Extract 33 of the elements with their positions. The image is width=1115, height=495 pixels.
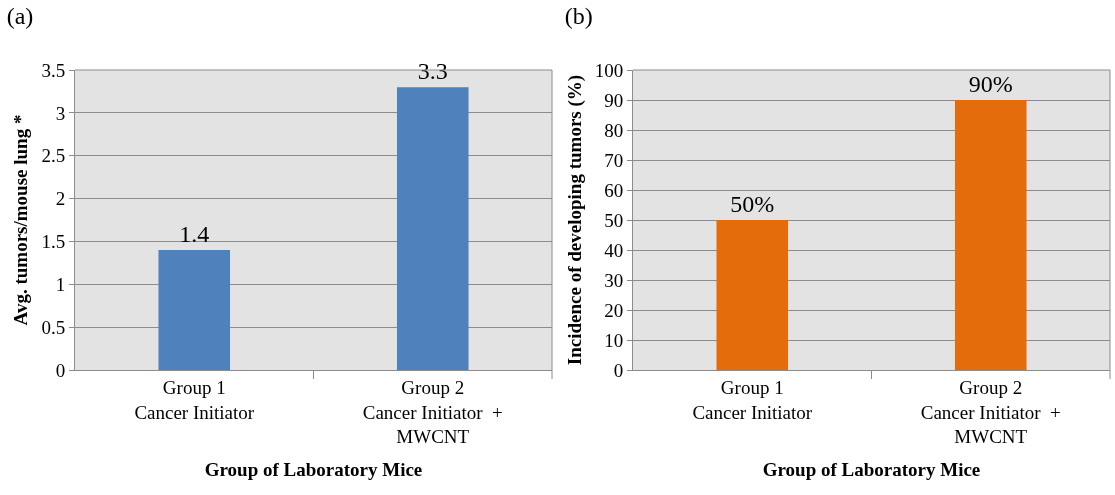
x-axis-title: Group of Laboratory Mice	[762, 459, 981, 480]
x-tick-label: Group 2 Cancer Initiator + MWCNT	[362, 376, 503, 448]
y-tick-label: 50	[604, 209, 624, 231]
y-tick-label: 3.5	[41, 59, 66, 81]
y-tick-label: 90	[604, 89, 624, 111]
y-tick-label: 80	[604, 119, 624, 141]
x-axis-title: Group of Laboratory Mice	[204, 459, 423, 480]
y-tick-label: 2	[55, 188, 66, 210]
y-tick-label: 100	[594, 59, 624, 81]
y-tick-label: 0	[613, 359, 624, 381]
data-label: 90%	[968, 71, 1013, 97]
y-tick-label: 20	[604, 299, 624, 321]
y-tick-label: 70	[604, 149, 624, 171]
x-tick-label: Group 1 Cancer Initiator	[134, 376, 255, 423]
y-tick-label: 10	[604, 329, 624, 351]
y-tick-label: 2.5	[41, 145, 66, 167]
y-tick-label: 0	[55, 359, 66, 381]
x-tick-label: Group 2 Cancer Initiator + MWCNT	[920, 376, 1061, 448]
y-tick-label: 60	[604, 179, 624, 201]
y-tick-label: 1	[55, 273, 66, 295]
data-label: 1.4	[179, 221, 210, 247]
y-tick-label: 30	[604, 269, 624, 291]
y-axis-title: Avg. tumors/mouse lung *	[10, 114, 32, 326]
chart-title: (b)	[564, 3, 593, 30]
x-tick-label: Group 1 Cancer Initiator	[692, 376, 813, 423]
data-label: 3.3	[417, 58, 448, 85]
y-tick-label: 40	[604, 239, 624, 261]
y-tick-label: 1.5	[41, 231, 66, 253]
y-tick-label: 3	[55, 102, 66, 124]
y-tick-label: 0.5	[41, 316, 66, 338]
data-label: 50%	[730, 191, 775, 217]
chart-title: (a)	[6, 3, 34, 30]
y-axis-title: Incidence of developing tumors (%)	[563, 74, 586, 366]
